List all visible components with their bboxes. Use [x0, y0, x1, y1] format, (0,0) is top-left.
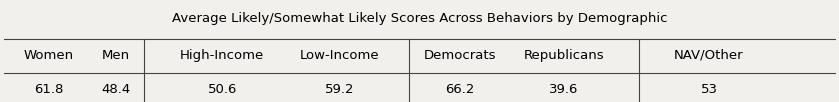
Text: NAV/Other: NAV/Other — [675, 49, 743, 62]
Text: 50.6: 50.6 — [207, 83, 237, 96]
Text: High-Income: High-Income — [180, 49, 264, 62]
Text: 59.2: 59.2 — [325, 83, 355, 96]
Text: 61.8: 61.8 — [34, 83, 64, 96]
Text: 53: 53 — [701, 83, 717, 96]
Text: Average Likely/Somewhat Likely Scores Across Behaviors by Demographic: Average Likely/Somewhat Likely Scores Ac… — [172, 12, 667, 25]
Text: 48.4: 48.4 — [102, 83, 130, 96]
Text: 39.6: 39.6 — [549, 83, 579, 96]
Text: 66.2: 66.2 — [445, 83, 475, 96]
Text: Democrats: Democrats — [424, 49, 496, 62]
Text: Men: Men — [102, 49, 130, 62]
Text: Women: Women — [23, 49, 74, 62]
Text: Low-Income: Low-Income — [300, 49, 379, 62]
Text: Republicans: Republicans — [524, 49, 604, 62]
